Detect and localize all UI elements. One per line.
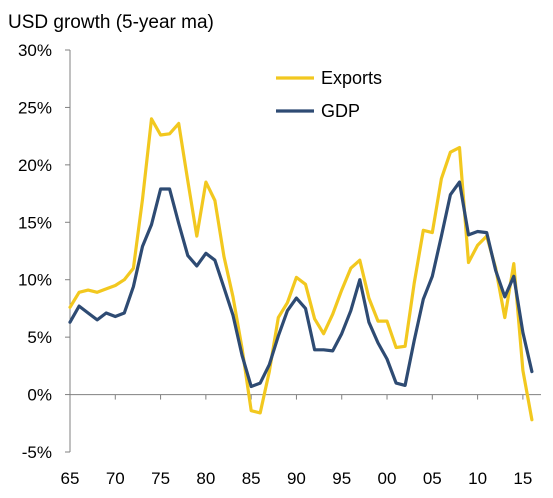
x-tick-label: 90 xyxy=(287,469,306,488)
series-line-gdp xyxy=(68,180,534,389)
x-tick-label: 75 xyxy=(151,469,170,488)
legend-label-gdp: GDP xyxy=(321,101,360,121)
y-tick-label: 5% xyxy=(27,328,52,347)
y-tick-label: 30% xyxy=(18,41,52,60)
y-axis-title: USD growth (5-year ma) xyxy=(8,12,214,33)
axes xyxy=(69,50,541,452)
x-tick-label: 85 xyxy=(242,469,261,488)
x-tick-label: 00 xyxy=(378,469,397,488)
y-tick-label: 20% xyxy=(18,156,52,175)
y-tick-label: 10% xyxy=(18,271,52,290)
series-lines xyxy=(68,117,534,422)
x-tick-label: 80 xyxy=(196,469,215,488)
y-tick-label: 0% xyxy=(27,386,52,405)
x-tick-label: 05 xyxy=(423,469,442,488)
x-tick-label: 95 xyxy=(332,469,351,488)
x-tick-label: 65 xyxy=(61,469,80,488)
legend: Exports GDP xyxy=(276,68,382,121)
series-line-exports xyxy=(68,117,534,422)
legend-label-exports: Exports xyxy=(321,68,382,88)
x-tick-label: 15 xyxy=(513,469,532,488)
y-tick-label: 25% xyxy=(18,98,52,117)
y-tick-label: 15% xyxy=(18,213,52,232)
x-tick-label: 10 xyxy=(468,469,487,488)
x-tick-label: 70 xyxy=(106,469,125,488)
y-axis-ticks: -5% 0% 5% 10% 15% 20% 25% 30% xyxy=(18,41,70,462)
x-axis-ticks: 65 70 75 80 85 90 95 00 05 10 15 xyxy=(61,394,532,488)
y-tick-label: -5% xyxy=(22,443,52,462)
